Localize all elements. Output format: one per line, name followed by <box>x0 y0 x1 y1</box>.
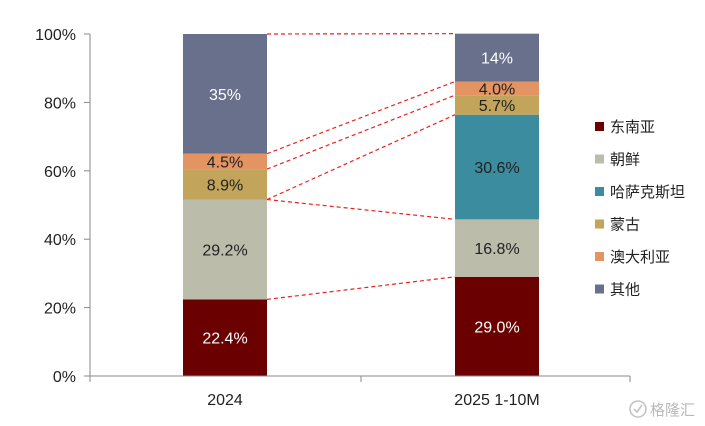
bar-segment <box>455 276 539 376</box>
bar-segment <box>183 34 267 154</box>
y-tick-label: 100% <box>35 27 76 44</box>
x-tick-label: 2024 <box>207 392 243 409</box>
bar-segment <box>455 114 539 220</box>
segment-value-label: 29.2% <box>202 242 247 259</box>
x-tick-label: 2025 1-10M <box>454 392 539 409</box>
legend-label: 朝鲜 <box>610 151 640 169</box>
legend-swatch <box>595 154 604 164</box>
segment-value-label: 4.0% <box>479 81 515 98</box>
bar-segment <box>183 169 267 200</box>
watermark-text: 格隆汇 <box>650 401 695 419</box>
bar-segment <box>455 33 539 82</box>
bar-segment <box>183 199 267 300</box>
bar-segment <box>183 153 267 170</box>
segment-value-label: 22.4% <box>202 331 247 348</box>
legend-swatch <box>595 187 604 196</box>
segment-value-label: 30.6% <box>474 160 519 177</box>
axes: 0% 20% 40% 60% 80% 100% 2024 2025 1-10M <box>35 27 631 409</box>
segment-value-label: 5.7% <box>479 98 515 115</box>
y-tick-label: 40% <box>44 232 76 249</box>
segment-value-label: 4.5% <box>207 154 243 171</box>
legend-swatch <box>595 122 604 131</box>
watermark: 格隆汇 <box>629 400 695 419</box>
legend-swatch <box>595 219 604 229</box>
watermark-logo-icon <box>629 400 647 418</box>
bars <box>183 33 539 376</box>
bar-segment <box>455 95 539 115</box>
segment-value-label: 14% <box>481 51 513 68</box>
y-tick-label: 60% <box>44 164 76 181</box>
legend-label: 其他 <box>610 281 640 299</box>
segment-value-label: 29.0% <box>474 319 519 336</box>
segment-value-label: 8.9% <box>207 177 243 194</box>
legend-label: 蒙古 <box>610 216 640 234</box>
connector-line <box>266 114 456 201</box>
legend-label: 澳大利亚 <box>610 248 670 266</box>
segment-labels: 22.4% 29.2% 8.9% 4.5% 35% 29.0% 16.8% 30.6% 5.7%… <box>202 51 519 348</box>
connector-line <box>266 198 456 220</box>
legend-label: 东南亚 <box>610 118 655 136</box>
legend-swatch <box>595 252 604 261</box>
connector-line <box>266 94 456 170</box>
segment-value-label: 35% <box>209 87 241 104</box>
connector-lines <box>266 33 456 300</box>
y-tick-label: 0% <box>53 369 76 386</box>
y-tick-label: 80% <box>44 95 76 112</box>
connector-line <box>266 80 456 155</box>
bar-segment <box>455 81 539 96</box>
segment-value-label: 16.8% <box>474 241 519 258</box>
y-tick-label: 20% <box>44 301 76 318</box>
legend-swatch <box>595 284 604 294</box>
bar-segment <box>455 219 539 277</box>
connector-line <box>266 276 456 300</box>
bar-segment <box>183 299 267 376</box>
legend-label: 哈萨克斯坦 <box>610 183 685 201</box>
